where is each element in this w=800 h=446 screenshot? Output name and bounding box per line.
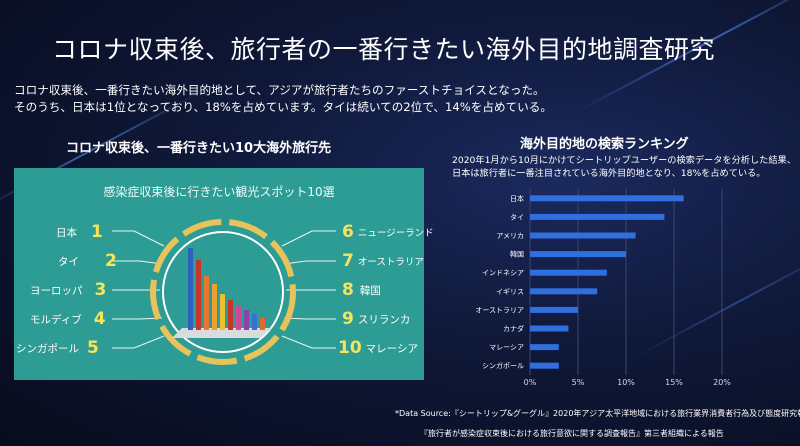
bar bbox=[530, 213, 665, 220]
bar bbox=[530, 344, 559, 351]
top10-panel: 感染症収束後に行きたい観光スポット10選 bbox=[14, 168, 434, 380]
rank-name: タイ bbox=[58, 255, 79, 268]
category-label: シンガポール bbox=[482, 361, 524, 370]
rank-item: 9 スリランカ bbox=[342, 309, 410, 329]
rank-number: 2 bbox=[105, 251, 117, 271]
bar bbox=[530, 306, 578, 313]
category-label: 韓国 bbox=[510, 250, 524, 259]
category-label: タイ bbox=[510, 212, 524, 221]
rank-number: 7 bbox=[342, 251, 354, 271]
subtext-line: 2020年1月から10月にかけてシートリップユーザーの検索データを分析した結果、 bbox=[452, 155, 796, 166]
subtext-line: 日本は旅行者に一番注目されている海外目的地となり、18%を占めている。 bbox=[452, 168, 766, 179]
x-tick-label: 10% bbox=[617, 378, 635, 387]
right-subtext: 2020年1月から10月にかけてシートリップユーザーの検索データを分析した結果、… bbox=[452, 154, 796, 180]
rank-name: 日本 bbox=[56, 226, 77, 239]
bar bbox=[530, 288, 598, 295]
x-tick-label: 15% bbox=[665, 378, 683, 387]
rank-item: モルディブ 4 bbox=[30, 309, 106, 329]
mini-bars bbox=[188, 248, 265, 330]
search-ranking-chart: 0% 5% 10% 15% 20% 日本タイアメリカ韓国インドネシアイギリスオーストラリア… bbox=[475, 189, 731, 387]
rank-name: 韓国 bbox=[359, 284, 381, 297]
bar bbox=[530, 195, 684, 202]
left-heading: コロナ収束後、一番行きたい10大海外旅行先 bbox=[66, 141, 332, 156]
source-line: 『旅行者が感染症収束後における旅行意欲に関する調査報告』第三者組織による報告 bbox=[420, 429, 724, 438]
rank-name: スリランカ bbox=[357, 313, 411, 326]
page-title: コロナ収束後、旅行者の一番行きたい海外目的地調査研究 bbox=[52, 35, 716, 64]
bar bbox=[530, 269, 607, 276]
inner-ring bbox=[162, 231, 284, 353]
category-label: インドネシア bbox=[482, 269, 524, 277]
rank-number: 1 bbox=[91, 222, 103, 242]
panel-graphic bbox=[112, 219, 336, 365]
rank-item: 日本 1 bbox=[56, 222, 103, 242]
category-label: カナダ bbox=[503, 324, 524, 333]
outer-ring bbox=[150, 219, 296, 365]
rank-item: 7 オーストラリア bbox=[342, 251, 424, 271]
panel-title: 感染症収束後に行きたい観光スポット10選 bbox=[103, 185, 335, 199]
x-tick-label: 20% bbox=[713, 378, 731, 387]
x-tick-label: 5% bbox=[572, 378, 585, 387]
bar bbox=[530, 251, 626, 258]
rank-name: モルディブ bbox=[30, 313, 82, 326]
rank-name: ニュージーランド bbox=[357, 228, 434, 239]
rank-item: 8 韓国 bbox=[342, 280, 381, 300]
category-label: イギリス bbox=[496, 288, 524, 296]
description: コロナ収束後、一番行きたい海外目的地として、アジアが旅行者たちのファーストチョイ… bbox=[14, 82, 552, 116]
category-label: アメリカ bbox=[496, 232, 524, 240]
category-label: オーストラリア bbox=[475, 306, 524, 314]
category-label: 日本 bbox=[510, 194, 524, 203]
rank-item: ヨーロッパ 3 bbox=[30, 280, 106, 300]
description-line: そのうち、日本は1位となっており、18%を占めています。タイは続いての2位で、1… bbox=[14, 100, 552, 114]
description-line: コロナ収束後、一番行きたい海外目的地として、アジアが旅行者たちのファーストチョイ… bbox=[14, 83, 545, 97]
rank-item: 6 ニュージーランド bbox=[342, 222, 434, 242]
rank-number: 6 bbox=[342, 222, 354, 242]
rank-item: タイ 2 bbox=[58, 251, 117, 271]
x-tick-label: 0% bbox=[524, 378, 537, 387]
chart-base bbox=[172, 328, 272, 338]
source-line: *Data Source:『シートリップ&グーグル』2020年アジア太平洋地域に… bbox=[395, 409, 800, 418]
rank-name: シンガポール bbox=[16, 342, 79, 355]
rank-number: 4 bbox=[93, 309, 106, 329]
rank-number: 5 bbox=[87, 338, 99, 358]
category-label: マレーシア bbox=[489, 344, 524, 352]
rank-number: 3 bbox=[94, 280, 107, 300]
rank-number: 8 bbox=[342, 280, 354, 300]
rank-item: シンガポール 5 bbox=[16, 338, 99, 358]
right-heading: 海外目的地の検索ランキング bbox=[520, 137, 689, 152]
rank-name: ヨーロッパ bbox=[30, 284, 83, 297]
bar bbox=[530, 232, 636, 239]
rank-number: 10 bbox=[338, 338, 362, 358]
rank-number: 9 bbox=[342, 309, 354, 329]
rank-name: マレーシア bbox=[365, 342, 418, 355]
bar bbox=[530, 325, 569, 332]
rank-name: オーストラリア bbox=[357, 257, 424, 268]
bar bbox=[530, 362, 559, 369]
rank-item: 10 マレーシア bbox=[338, 338, 418, 358]
